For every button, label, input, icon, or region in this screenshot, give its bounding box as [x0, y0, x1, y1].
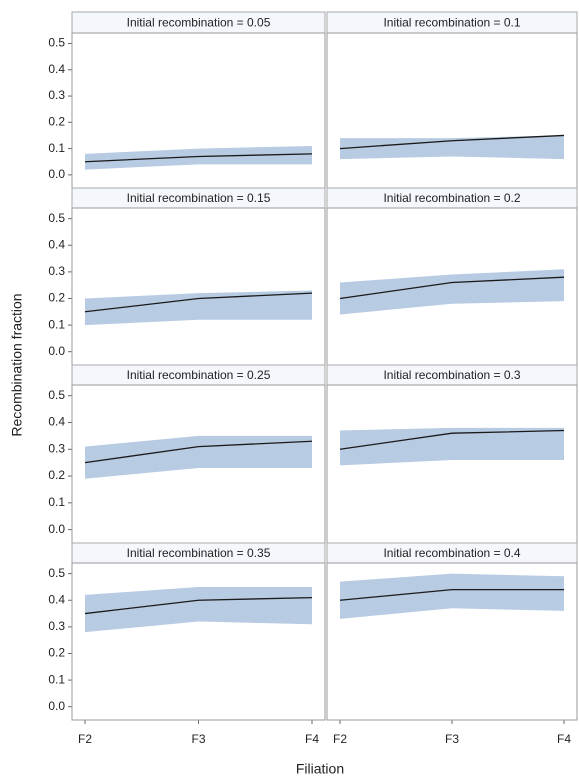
y-tick-label: 0.1: [48, 141, 65, 155]
panel-title: Initial recombination = 0.15: [127, 191, 271, 205]
panel-frame: [326, 562, 578, 721]
confidence-band: [85, 145, 312, 170]
y-tick-label: 0.3: [48, 441, 65, 455]
confidence-band: [340, 135, 564, 160]
y-tick-label: 0.1: [48, 672, 65, 686]
panel-title: Initial recombination = 0.2: [383, 191, 520, 205]
panel-frame: [326, 32, 578, 189]
line: [339, 429, 565, 450]
y-tick-label: 0.4: [48, 62, 65, 76]
x-axis-label: Filiation: [296, 761, 344, 777]
panel-title: Initial recombination = 0.35: [127, 546, 271, 560]
y-tick-label: 0.5: [48, 388, 65, 402]
y-tick-label: 0.3: [48, 619, 65, 633]
y-tick-label: 0.5: [48, 36, 65, 50]
line: [84, 292, 313, 313]
panel-frame: [71, 207, 326, 366]
y-tick-label: 0.1: [48, 317, 65, 331]
x-tick-label: F4: [557, 732, 571, 746]
panel-title: Initial recombination = 0.3: [383, 368, 520, 382]
y-tick-label: 0.3: [48, 264, 65, 278]
y-tick-label: 0.0: [48, 522, 65, 536]
line: [339, 276, 565, 300]
y-tick-label: 0.5: [48, 211, 65, 225]
y-tick-label: 0.2: [48, 291, 65, 305]
panel-title: Initial recombination = 0.05: [127, 16, 271, 30]
x-tick-label: F3: [191, 732, 205, 746]
panel-frame: [71, 562, 326, 721]
confidence-band: [340, 573, 564, 619]
line: [339, 588, 564, 601]
y-axis-label: Recombination fraction: [9, 293, 25, 436]
y-tick-label: 0.1: [48, 495, 65, 509]
y-tick-label: 0.4: [48, 237, 65, 251]
y-tick-label: 0.0: [48, 167, 65, 181]
y-tick-label: 0.4: [48, 592, 65, 606]
y-tick-label: 0.2: [48, 646, 65, 660]
y-tick-label: 0.0: [48, 699, 65, 713]
x-tick-label: F3: [445, 732, 459, 746]
panel-title: Initial recombination = 0.4: [383, 546, 520, 560]
panel-title: Initial recombination = 0.1: [383, 16, 520, 30]
y-tick-label: 0.2: [48, 468, 65, 482]
confidence-band: [85, 290, 312, 326]
panel-title: Initial recombination = 0.25: [127, 368, 271, 382]
x-tick-label: F2: [78, 732, 92, 746]
line: [84, 596, 313, 615]
y-tick-label: 0.2: [48, 114, 65, 128]
y-tick-label: 0.5: [48, 566, 65, 580]
y-tick-label: 0.4: [48, 415, 65, 429]
confidence-band: [340, 427, 564, 466]
y-tick-label: 0.0: [48, 344, 65, 358]
confidence-band: [340, 269, 564, 315]
confidence-band: [85, 435, 312, 479]
x-tick-label: F4: [305, 732, 319, 746]
confidence-band: [85, 586, 312, 633]
y-tick-label: 0.3: [48, 88, 65, 102]
x-tick-label: F2: [333, 732, 347, 746]
line: [84, 153, 313, 163]
line: [84, 440, 313, 464]
line: [339, 134, 565, 150]
